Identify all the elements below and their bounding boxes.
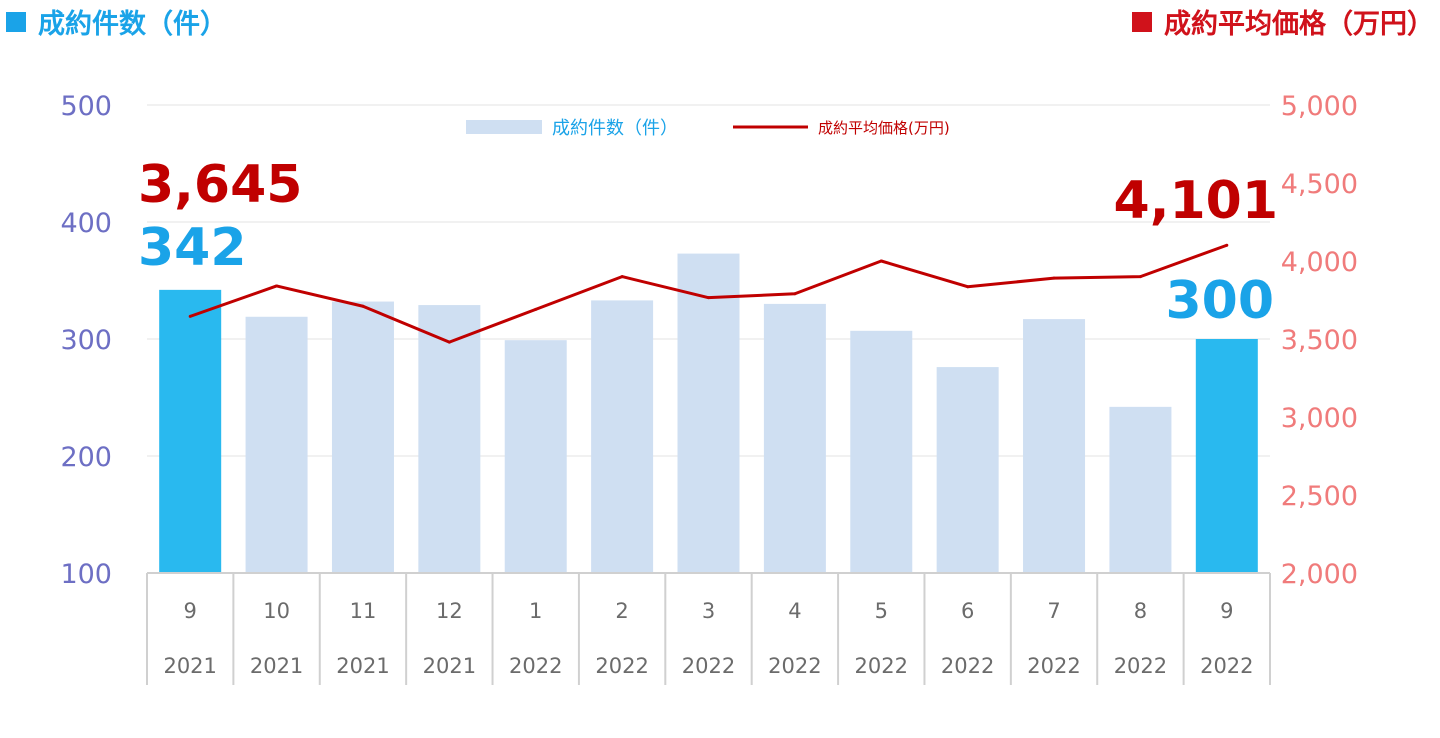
line-point — [447, 340, 451, 344]
x-tick-label-year: 2022 — [1114, 654, 1167, 678]
count-label-first: 342 — [138, 218, 247, 278]
x-tick-label-year: 2022 — [1027, 654, 1080, 678]
bar — [936, 367, 999, 573]
x-tick-label-year: 2022 — [1200, 654, 1253, 678]
line-point — [188, 314, 192, 318]
x-tick-label-year: 2021 — [163, 654, 216, 678]
left-tick-label: 300 — [60, 325, 112, 356]
x-tick-label-year: 2022 — [941, 654, 994, 678]
legend-bar-swatch — [466, 120, 542, 134]
left-tick-label: 400 — [60, 208, 112, 239]
x-tick-label-year: 2022 — [509, 654, 562, 678]
bar-series — [159, 253, 1258, 573]
x-tick-label-month: 11 — [350, 599, 377, 623]
bar — [677, 253, 740, 573]
left-tick-label: 500 — [60, 91, 112, 122]
x-tick-label-month: 2 — [615, 599, 628, 623]
axes: 100 200 300 400 500 2,000 2,500 3,000 3,500 4,000… — [60, 91, 1358, 685]
right-tick-label: 4,500 — [1281, 169, 1358, 200]
x-tick-label-month: 4 — [788, 599, 801, 623]
line-point — [1052, 276, 1056, 280]
line-point — [275, 284, 279, 288]
x-tick-label-year: 2022 — [768, 654, 821, 678]
x-tick-label-year: 2022 — [855, 654, 908, 678]
legend-line-label: 成約平均価格(万円) — [818, 119, 950, 137]
line-point — [1138, 275, 1142, 279]
x-tick-label-month: 12 — [436, 599, 463, 623]
x-tick-label-month: 8 — [1134, 599, 1147, 623]
price-label-first: 3,645 — [138, 155, 302, 215]
x-tick-label-month: 10 — [263, 599, 290, 623]
bar — [245, 316, 308, 573]
legend-bar-label: 成約件数（件） — [552, 118, 678, 139]
right-tick-label: 4,000 — [1281, 247, 1358, 278]
data-labels: 3,645 342 4,101 300 — [138, 155, 1278, 331]
line-point — [1225, 243, 1229, 247]
bar — [159, 289, 222, 573]
left-axis-title: 成約件数（件） — [6, 2, 227, 41]
bar — [504, 340, 567, 573]
bar — [763, 303, 826, 573]
line-point — [707, 296, 710, 300]
line-point — [966, 285, 970, 289]
left-tick-label: 200 — [60, 442, 112, 473]
x-tick-label-year: 2021 — [336, 654, 389, 678]
right-tick-label: 2,500 — [1281, 481, 1358, 512]
x-tick-label-month: 5 — [875, 599, 888, 623]
x-tick-label-year: 2022 — [595, 654, 648, 678]
x-tick-label-year: 2021 — [250, 654, 303, 678]
bar — [1195, 339, 1258, 573]
x-tick-label-year: 2021 — [423, 654, 476, 678]
price-label-last: 4,101 — [1114, 171, 1278, 231]
bar — [331, 301, 394, 573]
right-tick-label: 5,000 — [1281, 91, 1358, 122]
right-tick-label: 3,000 — [1281, 403, 1358, 434]
left-tick-label: 100 — [60, 559, 112, 590]
line-point — [879, 259, 883, 263]
line-point — [793, 292, 797, 296]
x-tick-label-year: 2022 — [682, 654, 735, 678]
bar — [591, 300, 654, 573]
right-axis-title: 成約平均価格（万円） — [1132, 2, 1434, 41]
line-point — [534, 307, 538, 311]
line-point — [361, 304, 365, 308]
x-tick-label-month: 7 — [1047, 599, 1060, 623]
x-tick-label-month: 9 — [184, 599, 197, 623]
count-label-last: 300 — [1165, 271, 1274, 331]
left-axis-title-text: 成約件数（件） — [38, 9, 227, 40]
red-square-icon — [1132, 11, 1152, 32]
x-tick-label-month: 3 — [702, 599, 715, 623]
x-tick-label-month: 9 — [1220, 599, 1233, 623]
line-series — [188, 243, 1229, 344]
x-tick-label-month: 1 — [529, 599, 542, 623]
line-point — [620, 275, 624, 279]
x-tick-label-month: 6 — [961, 599, 974, 623]
blue-square-icon — [6, 11, 26, 32]
legend: 成約件数（件） 成約平均価格(万円) — [466, 118, 950, 139]
bar — [1023, 319, 1086, 573]
bar — [850, 330, 913, 573]
right-tick-label: 3,500 — [1281, 325, 1358, 356]
right-axis-title-text: 成約平均価格（万円） — [1164, 9, 1434, 40]
bar — [1109, 406, 1172, 573]
right-tick-label: 2,000 — [1281, 559, 1358, 590]
bar — [418, 305, 481, 573]
